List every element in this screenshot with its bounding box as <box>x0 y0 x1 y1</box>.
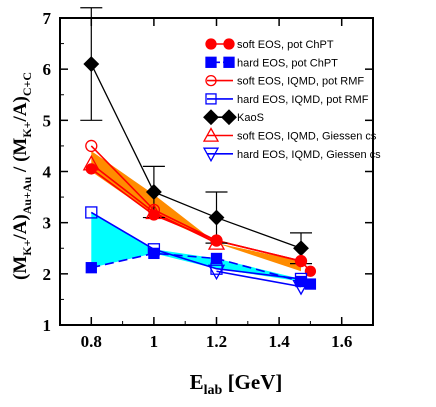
marker-square <box>147 243 161 256</box>
series-line-2 <box>90 145 302 262</box>
x-tick-label: 1.2 <box>206 332 227 351</box>
x-tick-label: 1.6 <box>331 332 352 351</box>
series-line-6 <box>216 270 302 288</box>
marker-circle <box>85 139 98 153</box>
y-tick-label: 1 <box>43 316 52 335</box>
marker-square <box>205 56 217 68</box>
y-tick-label: 7 <box>43 9 52 28</box>
marker-circle <box>85 163 97 175</box>
series-line-4 <box>90 63 302 249</box>
series-markers <box>82 56 317 296</box>
marker-diamond <box>221 109 237 126</box>
marker-triangle-down <box>207 264 226 281</box>
marker-diamond <box>293 240 309 257</box>
legend-label: hard EOS, IQMD, Giessen cs <box>237 149 381 161</box>
marker-circle <box>205 74 217 87</box>
marker-triangle-up <box>207 234 226 250</box>
y-tick-label: 2 <box>43 265 52 284</box>
marker-diamond <box>145 184 162 200</box>
x-tick-label: 1.4 <box>268 332 290 351</box>
marker-triangle-up <box>145 203 163 220</box>
legend-label: soft EOS, IQMD, Giessen cs <box>237 131 377 143</box>
marker-square <box>85 206 98 219</box>
y-axis-label: (MK+/A)Au+Au / (MK+/A)C+C <box>10 72 34 280</box>
marker-diamond <box>203 109 219 126</box>
band-0 <box>91 151 302 272</box>
y-tick-label: 5 <box>43 111 52 130</box>
legend: soft EOS, pot ChPT hard EOS, pot ChPT soft… <box>202 38 381 163</box>
x-axis-label-sub: lab <box>204 383 223 398</box>
marker-square <box>205 93 217 105</box>
marker-diamond <box>208 209 225 226</box>
series-line-3 <box>90 211 302 280</box>
band-1 <box>91 212 302 282</box>
marker-square <box>85 262 97 274</box>
x-tick-label: 0.8 <box>81 332 102 351</box>
marker-square <box>210 252 223 265</box>
y-tick-label: 6 <box>43 60 52 79</box>
x-axis-label: Elab [GeV] <box>190 370 283 398</box>
legend-label: KaoS <box>237 112 264 124</box>
marker-square <box>223 56 235 68</box>
x-tick-label: 1 <box>150 332 159 351</box>
legend-label: soft EOS, IQMD, pot RMF <box>237 76 364 88</box>
axis-ticks: 0.8 1 1.2 1.4 1.6 1 2 3 4 5 6 7 <box>43 9 374 351</box>
marker-triangle-down <box>202 147 220 163</box>
legend-label: hard EOS, IQMD, pot RMF <box>237 94 369 106</box>
marker-square <box>148 247 160 260</box>
x-axis-label-unit: [GeV] <box>222 370 282 394</box>
uncertainty-bands <box>91 151 302 282</box>
y-tick-label: 4 <box>43 163 52 182</box>
marker-square <box>294 272 308 286</box>
legend-label: hard EOS, pot ChPT <box>237 57 338 69</box>
legend-label: soft EOS, pot ChPT <box>237 39 334 51</box>
marker-circle <box>223 38 235 50</box>
marker-triangle-up <box>82 154 100 171</box>
marker-circle <box>205 38 217 50</box>
marker-circle <box>294 254 308 268</box>
marker-triangle-up <box>202 127 220 142</box>
y-tick-label: 3 <box>43 214 52 233</box>
x-axis-label-main: E <box>190 370 204 394</box>
marker-triangle-down <box>292 279 310 296</box>
marker-diamond <box>83 56 100 72</box>
marker-circle <box>304 265 317 277</box>
